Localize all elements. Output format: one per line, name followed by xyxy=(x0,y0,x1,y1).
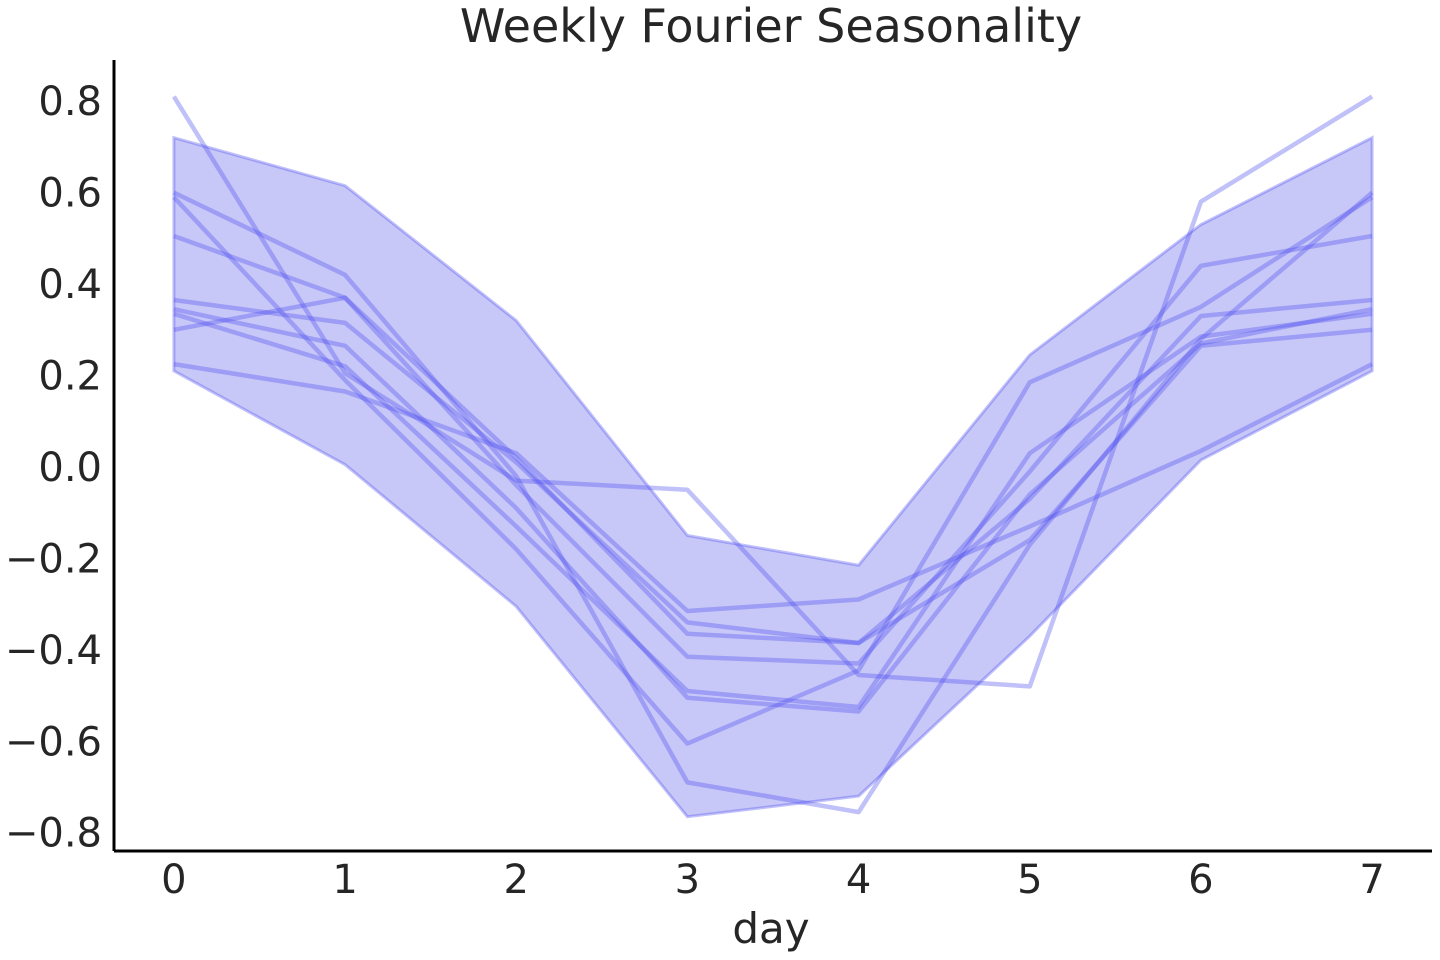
series-line-9 xyxy=(173,361,1374,614)
series-line-7 xyxy=(173,311,1373,710)
series-line-1 xyxy=(171,94,1374,689)
series-layer xyxy=(171,94,1374,815)
series-line-2 xyxy=(172,190,1374,815)
y-tick-label: −0.4 xyxy=(5,628,102,674)
chart-title: Weekly Fourier Seasonality xyxy=(460,0,1082,53)
series-line-5 xyxy=(173,297,1373,646)
y-tick-label: −0.2 xyxy=(5,536,102,582)
x-tick-label: 3 xyxy=(675,857,700,903)
y-tick-label: 0.4 xyxy=(38,262,102,308)
x-tick-label: 5 xyxy=(1017,857,1042,903)
y-tick-labels: 0.8 0.6 0.4 0.2 0.0 −0.2 −0.4 −0.6 −0.8 xyxy=(5,79,102,857)
x-tick-label: 0 xyxy=(161,857,186,903)
series-line-3 xyxy=(172,195,1374,746)
y-tick-label: 0.0 xyxy=(38,445,102,491)
x-tick-label: 1 xyxy=(332,857,357,903)
y-tick-label: −0.8 xyxy=(5,811,102,857)
y-tick-label: −0.6 xyxy=(5,719,102,765)
x-axis-title: day xyxy=(732,904,809,953)
x-tick-labels: 0 1 2 3 4 5 6 7 xyxy=(161,857,1385,903)
series-line-8 xyxy=(173,295,1373,646)
y-tick-label: 0.8 xyxy=(38,79,102,125)
x-tick-label: 4 xyxy=(846,857,871,903)
series-line-4 xyxy=(173,233,1373,666)
confidence-band xyxy=(172,135,1374,819)
x-tick-label: 6 xyxy=(1188,857,1213,903)
y-tick-label: 0.2 xyxy=(38,354,102,400)
series-line-6 xyxy=(173,306,1373,714)
x-tick-label: 2 xyxy=(503,857,528,903)
confidence-band-layer xyxy=(172,135,1374,819)
x-tick-label: 7 xyxy=(1359,857,1384,903)
y-tick-label: 0.6 xyxy=(38,171,102,217)
